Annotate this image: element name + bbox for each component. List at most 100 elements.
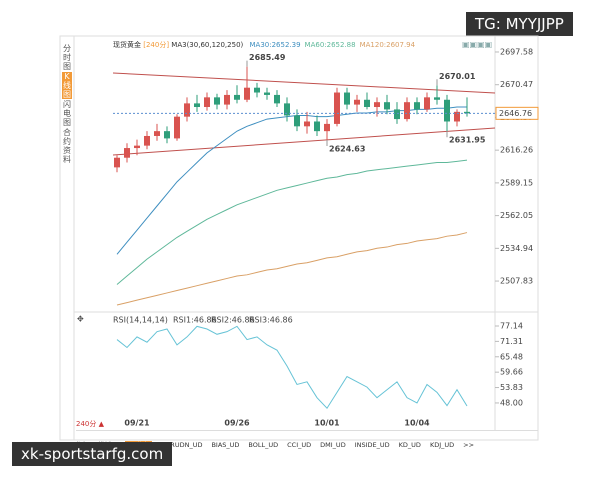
x-tick-label: 10/04	[404, 419, 430, 428]
candle-body	[174, 116, 180, 139]
candle-body	[384, 102, 390, 110]
candle-body	[414, 102, 420, 110]
candle-body	[374, 102, 380, 108]
y-tick-label: 2670.47	[500, 80, 533, 89]
ma-values: MA30:2652.39 MA60:2652.88 MA120:2607.94	[246, 41, 416, 49]
indicator-tab[interactable]: CCI_UD	[287, 441, 312, 449]
indicator-tab[interactable]: BOLL_UD	[248, 441, 279, 449]
candle-body	[394, 109, 400, 120]
candle-body	[194, 103, 200, 108]
legend-entry: RSI1:46.86	[173, 316, 217, 325]
indicator-tab[interactable]: KD_UD	[398, 441, 421, 449]
candle-body	[254, 87, 260, 93]
ma-legend: MA3(30,60,120,250)	[171, 41, 244, 49]
x-tick-label: 09/26	[224, 419, 250, 428]
candle-body	[124, 148, 130, 158]
candle-body	[354, 99, 360, 105]
y-tick-label: 2589.15	[500, 178, 533, 187]
y-tick-label: 2616.26	[500, 146, 533, 155]
candle-body	[204, 97, 210, 108]
annotation: 2624.63	[329, 145, 365, 154]
y-tick-label: 2507.83	[500, 277, 533, 286]
indicator-tab[interactable]: BIAS_UD	[211, 441, 240, 449]
legend-entry: RSI2:46.86	[211, 316, 255, 325]
annotation: 2631.95	[449, 136, 486, 145]
y-tick-label: 59.66	[500, 368, 523, 377]
candle-body	[284, 103, 290, 116]
trend-line	[112, 72, 496, 94]
candle-body	[274, 94, 280, 104]
candle-body	[324, 123, 330, 132]
ma-line	[116, 232, 468, 306]
marker: ✥	[77, 315, 84, 324]
y-tick-label: 71.31	[500, 337, 523, 346]
last-price-box	[495, 106, 539, 120]
header: 现货黄金 [240分] MA3(30,60,120,250) MA30:2652…	[113, 40, 415, 50]
watermark: xk-sportstarfg.com	[12, 442, 173, 466]
legend-entry: MA120:2607.94	[359, 41, 416, 49]
frame	[59, 35, 539, 441]
tab[interactable]: 分时图	[63, 44, 71, 71]
candle-body	[344, 92, 350, 105]
tab[interactable]: K线图	[62, 72, 72, 99]
candle-body	[294, 115, 300, 127]
indicator-tab[interactable]: DMI_UD	[320, 441, 346, 449]
y-tick-label: 48.00	[500, 398, 523, 407]
candle-body	[164, 131, 170, 139]
y-tick-label: 2697.58	[500, 47, 533, 56]
indicator-tab[interactable]: BARUDN_UD	[161, 441, 203, 449]
icons[interactable]: ▣▣▣▣	[462, 40, 493, 49]
trend-line	[112, 127, 496, 156]
candle-body	[314, 121, 320, 132]
candle-body	[114, 157, 120, 168]
indicator-tab[interactable]: KDJ_UD	[429, 441, 455, 449]
candle-body	[304, 121, 310, 127]
x-tick-label: 10/01	[314, 419, 340, 428]
y-tick-label: 2534.94	[500, 244, 533, 253]
watermark: TG: MYYJJPP	[466, 12, 573, 36]
indicator-bar: 指标模板 VIP指标BARUDN_UDBIAS_UDBOLL_UDCCI_UDD…	[76, 430, 538, 449]
indicator-tab[interactable]: INSIDE_UD	[354, 441, 390, 449]
candle-body	[454, 111, 460, 122]
candle-body	[264, 92, 270, 95]
candle-body	[444, 99, 450, 122]
candle-body	[224, 94, 230, 105]
last-price-label: 2646.76	[499, 109, 532, 118]
legend-entry: MA30:2652.39	[249, 41, 301, 49]
candle-body	[184, 103, 190, 117]
candle-body	[214, 97, 220, 105]
period-select[interactable]: 240分 ▲	[76, 420, 104, 428]
candle-body	[144, 135, 150, 146]
ma-line	[116, 106, 467, 255]
candle-body	[154, 131, 160, 136]
y-tick-label: 53.83	[500, 383, 523, 392]
candle-body	[134, 145, 140, 149]
legend-entry: MA60:2652.88	[304, 41, 356, 49]
candle-body	[244, 87, 250, 100]
x-tick-label: 09/21	[124, 419, 150, 428]
candle-body	[334, 92, 340, 124]
candle-body	[404, 102, 410, 120]
y-tick-label: 2562.05	[500, 211, 533, 220]
y-tick-label: 77.14	[500, 321, 523, 330]
legend-entry: RSI3:46.86	[249, 316, 293, 325]
y-tick-label: 2643.37	[500, 113, 533, 122]
annotation: 2685.49	[249, 53, 286, 62]
rsi-title: RSI(14,14,14)	[113, 316, 168, 325]
y-tick-label: 65.48	[500, 352, 523, 361]
ma-line	[116, 159, 468, 285]
indicator-tab[interactable]: >>	[463, 441, 475, 449]
period[interactable]: [240分]	[143, 41, 170, 49]
candle-body	[234, 94, 240, 100]
tab[interactable]: 合约资料	[63, 128, 71, 164]
annotation: 2670.01	[439, 72, 476, 81]
tab[interactable]: 闪电图	[63, 100, 71, 127]
candle-body	[364, 99, 370, 108]
rsi-line	[116, 325, 468, 410]
candle-body	[434, 97, 440, 100]
candle-body	[464, 111, 470, 114]
candle-body	[424, 97, 430, 110]
symbol: 现货黄金	[113, 41, 141, 49]
